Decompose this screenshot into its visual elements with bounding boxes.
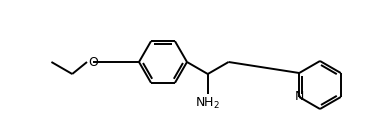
Text: N: N: [295, 91, 304, 104]
Text: O: O: [88, 55, 98, 69]
Text: NH$_2$: NH$_2$: [195, 96, 220, 111]
